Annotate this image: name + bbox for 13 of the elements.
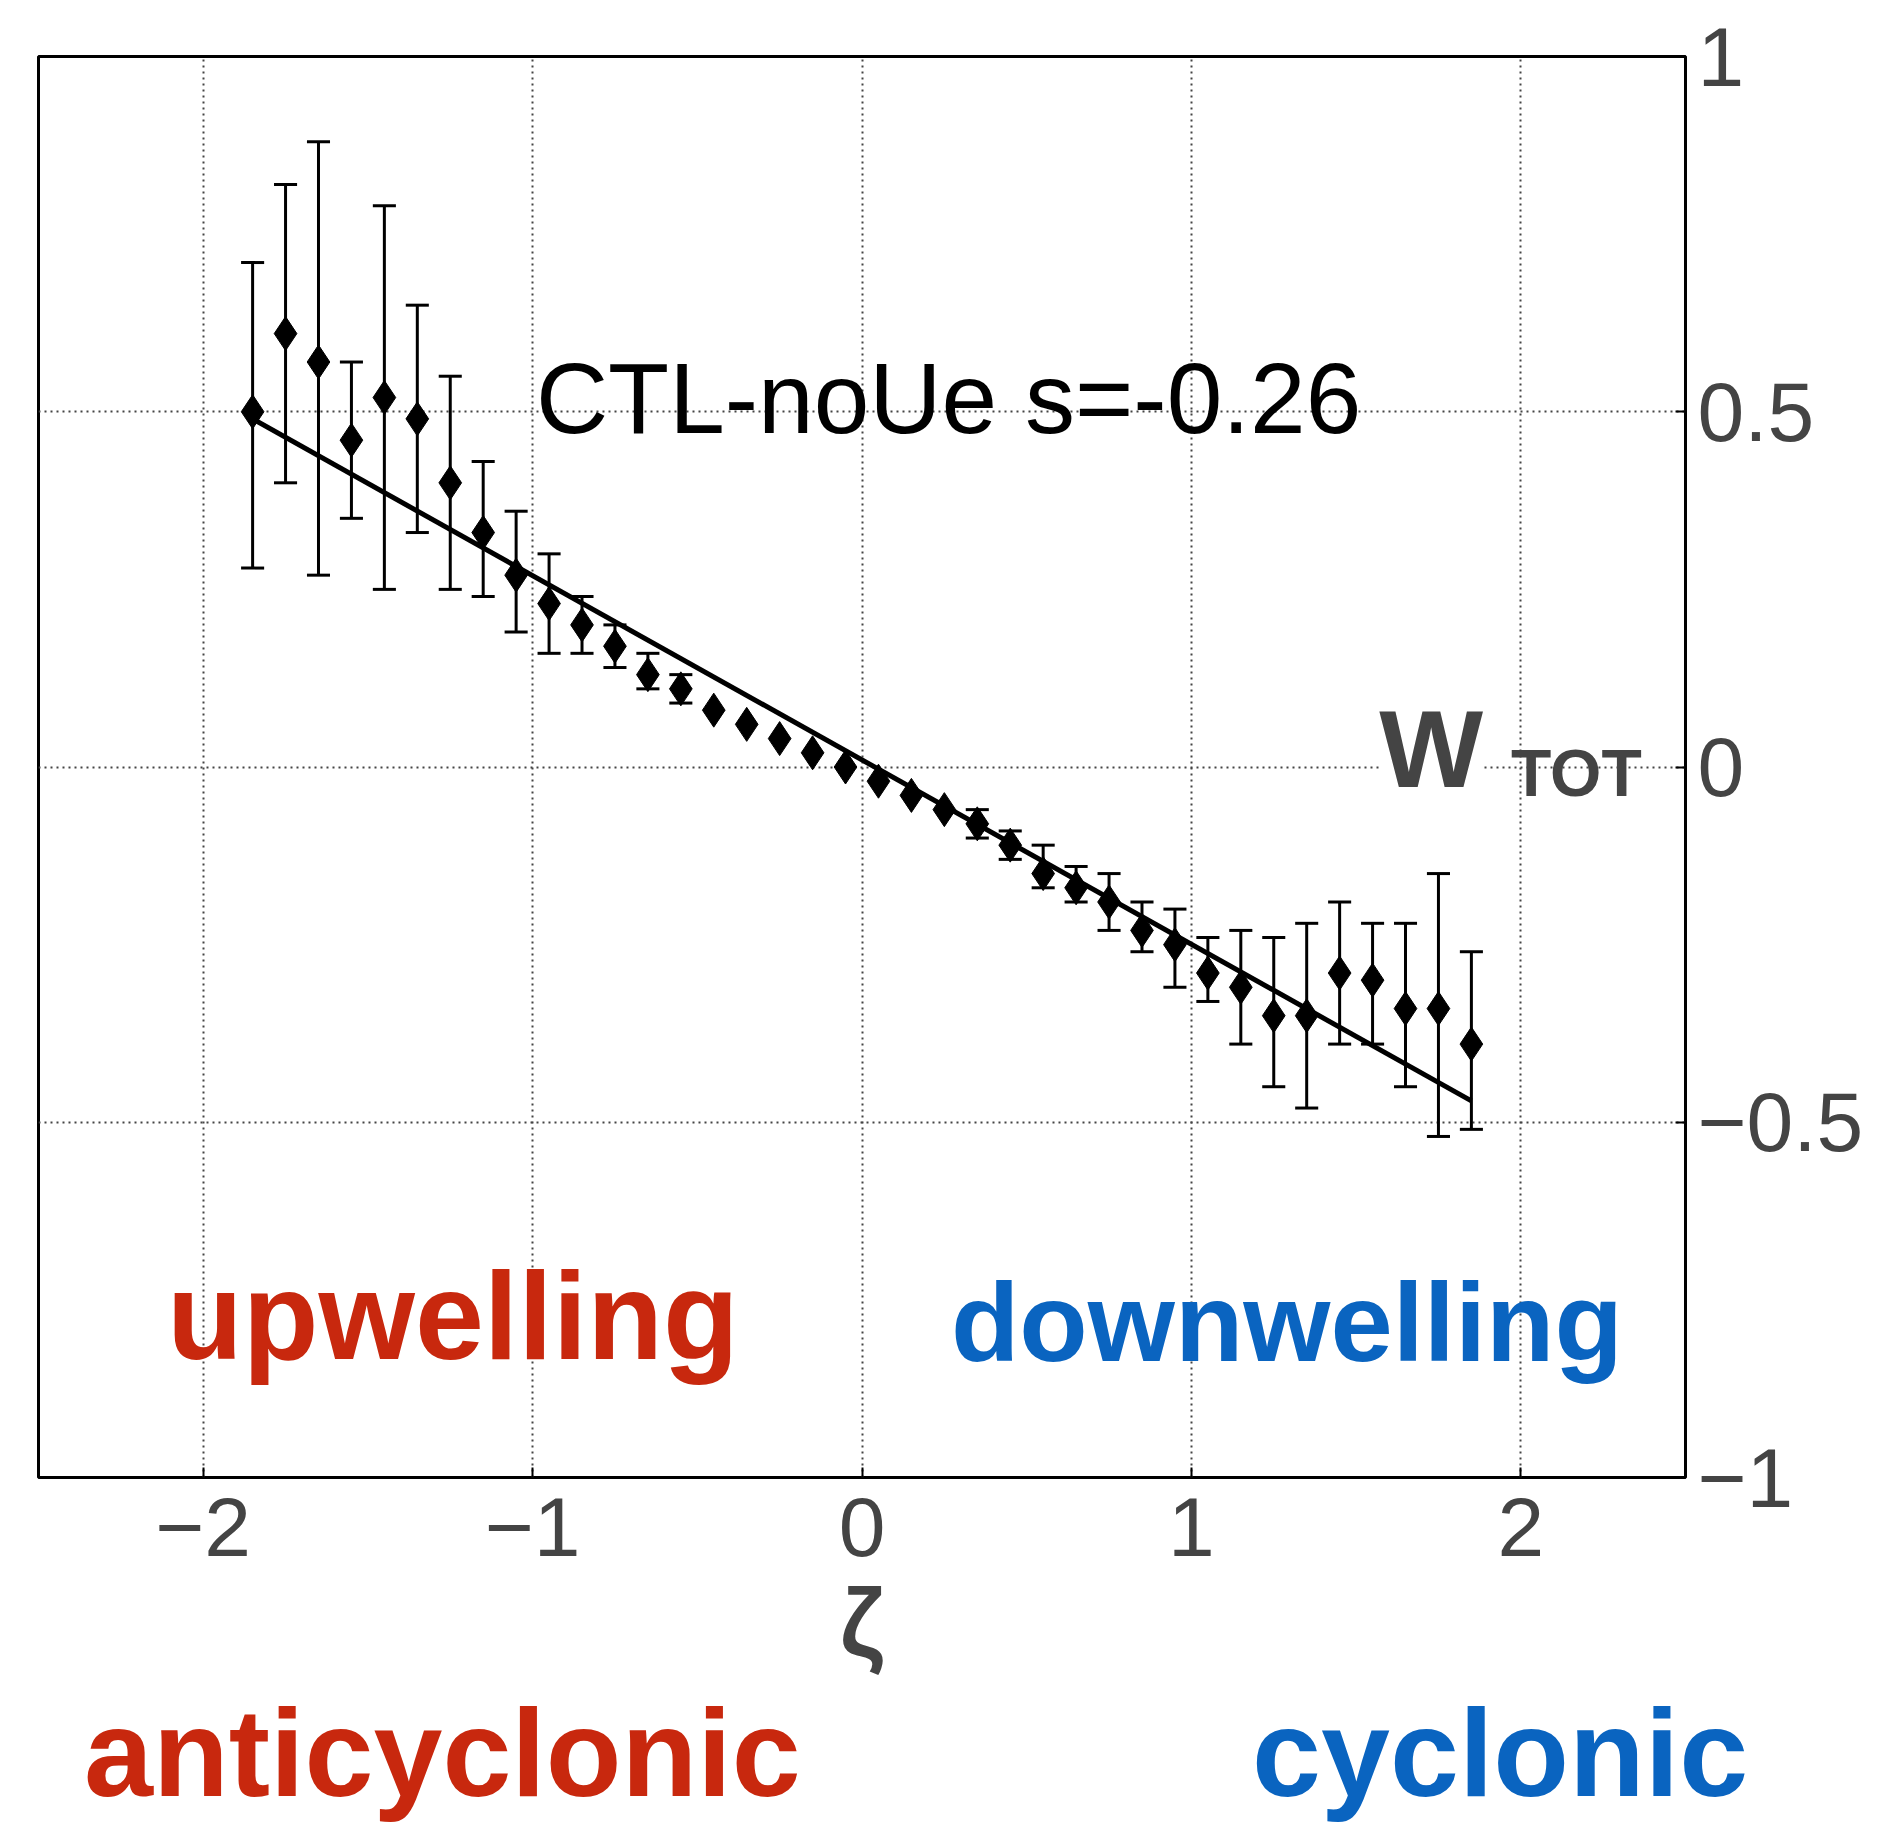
y-tick-label: 0	[1697, 720, 1745, 814]
text: anticyclonic	[84, 1683, 801, 1824]
x-tick-label: 1	[1168, 1479, 1215, 1574]
y-tick-label: 1	[1697, 9, 1745, 104]
y-tick-label: −0.5	[1697, 1075, 1864, 1170]
annotation: downwelling	[950, 1260, 1623, 1386]
annotation: CTL-noUe s=-0.26	[535, 342, 1362, 455]
y-tick-label: 0.5	[1697, 364, 1815, 459]
x-tick-label: −2	[155, 1479, 252, 1574]
annotation: upwelling	[166, 1247, 739, 1386]
x-tick-label: −1	[484, 1479, 581, 1574]
text: cyclonic	[1252, 1683, 1749, 1824]
x-tick-label: 2	[1497, 1479, 1545, 1574]
